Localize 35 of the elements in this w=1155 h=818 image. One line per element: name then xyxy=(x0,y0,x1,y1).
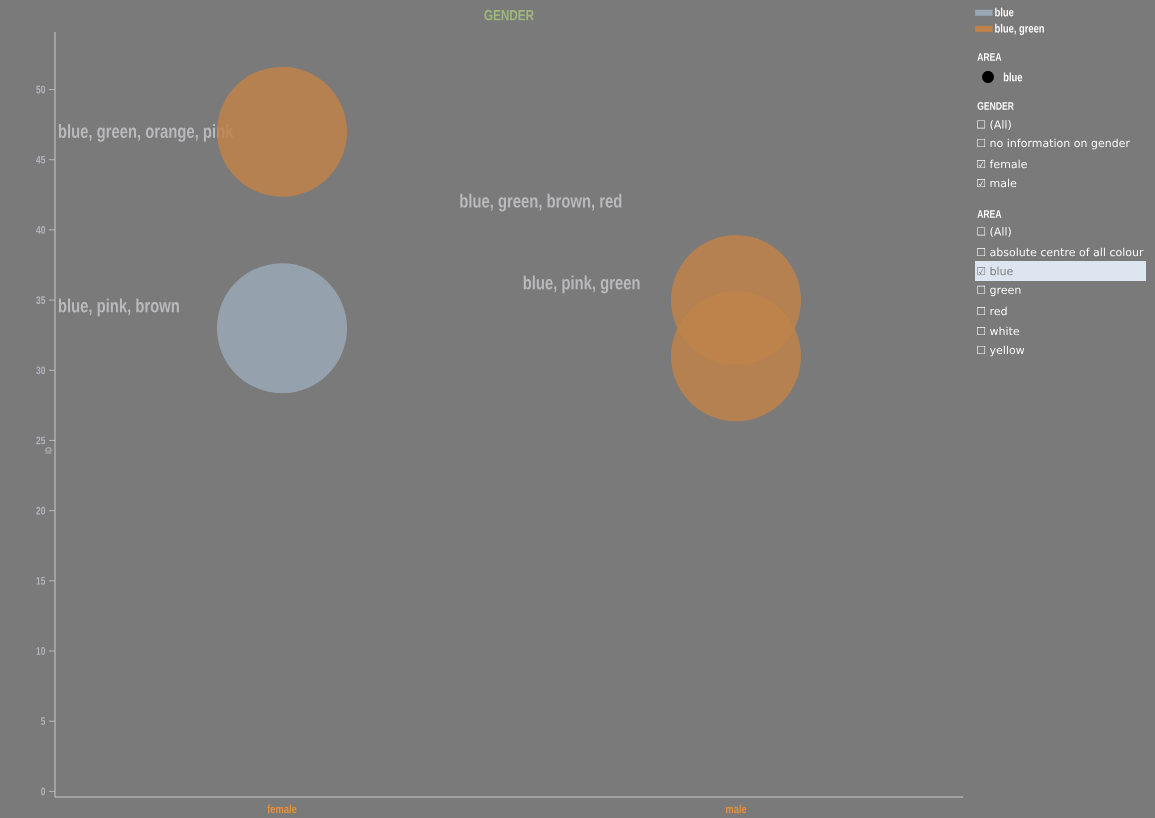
y-tick-label: 30 xyxy=(36,366,46,375)
x-tick-label: male xyxy=(725,804,747,814)
text: ☐ white xyxy=(977,326,1020,336)
y-tick-label: 20 xyxy=(36,506,46,515)
text: ☐ absolute centre of all colour xyxy=(977,247,1144,257)
y-tick-label: 50 xyxy=(36,85,46,94)
text: ☐ (All) xyxy=(977,120,1011,130)
text: AREA xyxy=(977,210,1002,218)
y-tick-label: 0 xyxy=(41,787,46,796)
annotation: blue, pink, green xyxy=(523,275,640,294)
text: blue xyxy=(1003,72,1023,82)
text: ☐ (All) xyxy=(977,227,1011,237)
text: ☑ male xyxy=(977,178,1017,188)
text: GENDER xyxy=(977,102,1014,110)
legend-label: blue, green xyxy=(995,23,1044,36)
annotation: blue, pink, brown xyxy=(58,298,179,317)
y-tick-label: 10 xyxy=(36,647,46,655)
y-tick-label: 45 xyxy=(36,155,46,164)
text: ☐ green xyxy=(977,285,1021,297)
y-tick-label: 35 xyxy=(36,296,46,304)
text: AREA xyxy=(977,53,1002,61)
text: ☐ no information on gender xyxy=(977,138,1130,150)
legend-label: blue xyxy=(995,7,1014,17)
chart-title: GENDER xyxy=(484,9,534,21)
y-axis-title: ID xyxy=(45,447,52,454)
text: ☑ female xyxy=(977,159,1027,169)
annotation: blue, green, brown, red xyxy=(460,193,622,212)
y-tick-label: 25 xyxy=(36,436,46,445)
text: ☑ blue xyxy=(977,266,1013,276)
y-tick-label: 5 xyxy=(40,717,46,726)
y-tick-label: 40 xyxy=(36,226,46,234)
text: ☐ red xyxy=(977,306,1007,316)
text: ☐ yellow xyxy=(977,345,1025,357)
x-tick-label: female xyxy=(267,804,297,814)
y-tick-label: 15 xyxy=(36,576,46,585)
